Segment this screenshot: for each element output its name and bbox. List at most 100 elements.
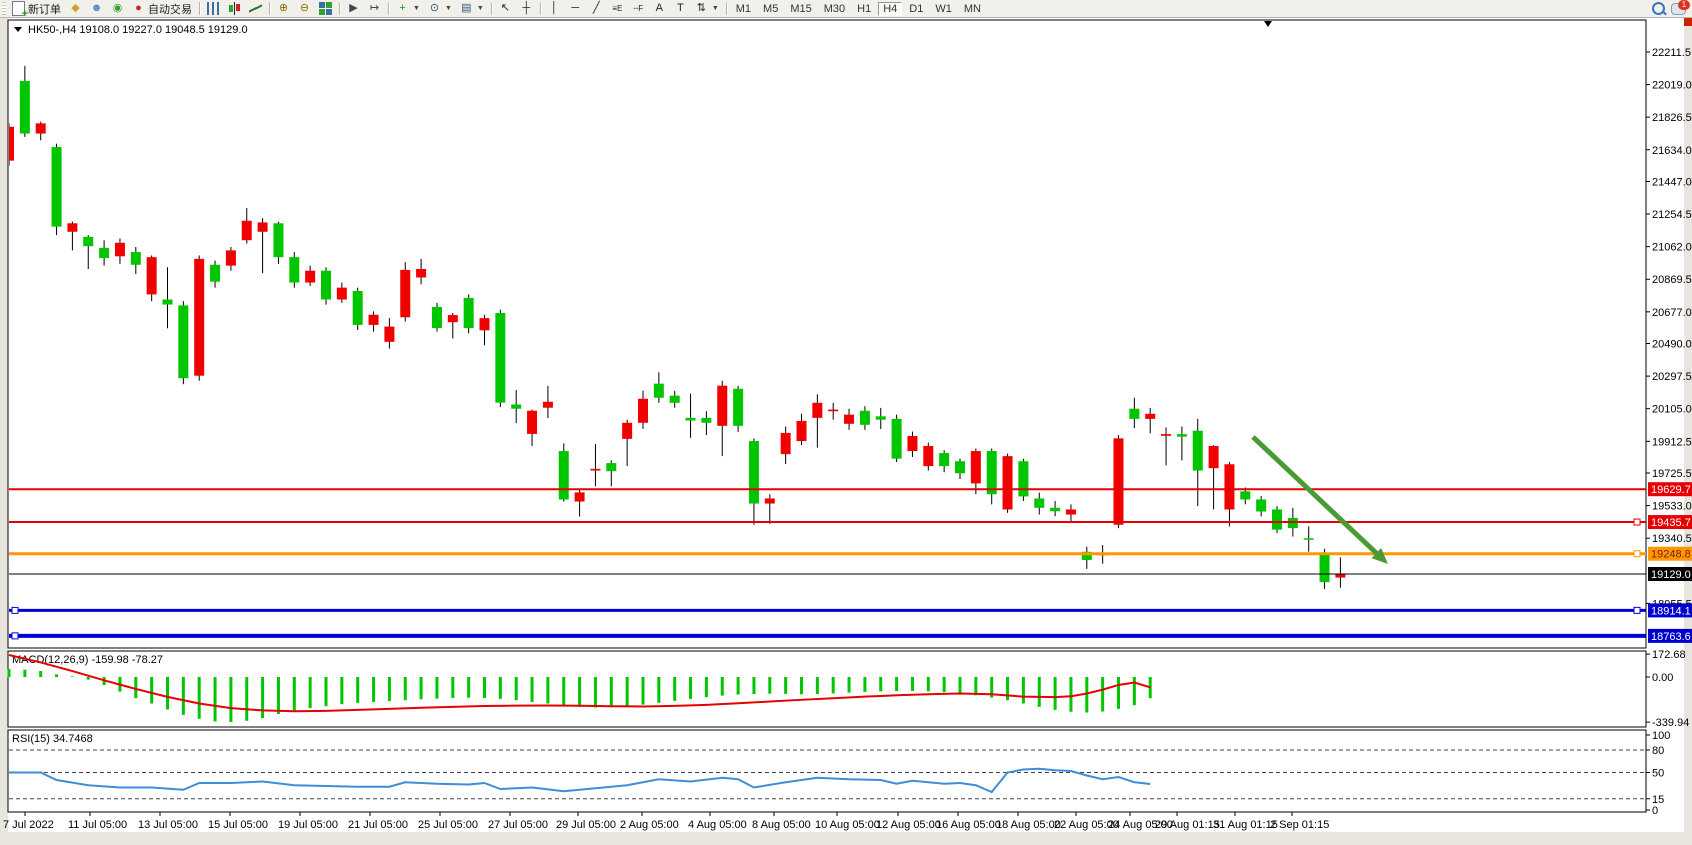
vline-icon: │ bbox=[550, 2, 558, 14]
macd-label: MACD(12,26,9) -159.98 -78.27 bbox=[12, 654, 163, 666]
candle bbox=[289, 257, 300, 283]
line-handle[interactable] bbox=[1633, 518, 1641, 526]
candle bbox=[939, 453, 950, 467]
trend-arrow-head[interactable] bbox=[1371, 547, 1388, 564]
price-tag[interactable] bbox=[1648, 603, 1692, 618]
timeframe-h4[interactable]: H4 bbox=[878, 1, 903, 16]
price-tag[interactable] bbox=[1648, 567, 1692, 581]
periods-button[interactable]: ⊙ ▼ bbox=[424, 1, 456, 16]
toolbar-separator bbox=[269, 2, 270, 15]
candle bbox=[828, 409, 839, 412]
price-axis-label: 19533.0 bbox=[1652, 501, 1692, 513]
price-tag[interactable] bbox=[1648, 628, 1692, 643]
tile-windows-icon bbox=[319, 2, 332, 15]
templates-icon: ▤ bbox=[461, 2, 472, 14]
publisher-button[interactable]: ☻ bbox=[86, 1, 107, 16]
new-order-button[interactable]: 新订单 bbox=[8, 1, 65, 20]
bars-chart-button[interactable] bbox=[203, 1, 224, 16]
zoom-in-button[interactable]: ⊕ bbox=[273, 1, 294, 16]
alert-marker[interactable] bbox=[1684, 18, 1692, 26]
candle bbox=[653, 383, 664, 398]
chat-icon[interactable]: 1 bbox=[1671, 0, 1690, 15]
line-handle[interactable] bbox=[11, 606, 19, 614]
line-handle[interactable] bbox=[1633, 606, 1641, 614]
chart-shift-marker[interactable] bbox=[1264, 21, 1272, 27]
auto-trading-icon: ● bbox=[135, 2, 142, 14]
tile-windows-button[interactable] bbox=[315, 1, 336, 16]
line-handle[interactable] bbox=[11, 632, 19, 640]
line-chart-button[interactable] bbox=[245, 1, 266, 16]
crosshair-icon: ┼ bbox=[522, 2, 531, 14]
arrows-button[interactable]: ⇅ ▼ bbox=[691, 1, 723, 16]
one-click-trading-toggle[interactable] bbox=[14, 27, 22, 32]
text-button[interactable]: A bbox=[649, 1, 670, 16]
crosshair-button[interactable]: ┼ bbox=[516, 1, 537, 16]
candles-chart-icon bbox=[228, 2, 241, 15]
time-axis-label: 16 Aug 05:00 bbox=[936, 819, 1001, 831]
macd-pane bbox=[7, 650, 1647, 728]
timeframe-m5[interactable]: M5 bbox=[763, 2, 779, 15]
timeframe-h1[interactable]: H1 bbox=[857, 2, 872, 15]
chart-title: HK50-,H4 19108.0 19227.0 19048.5 19129.0 bbox=[28, 24, 248, 36]
time-axis-label: 11 Jul 05:00 bbox=[68, 819, 127, 831]
timeframe-m1[interactable]: M1 bbox=[735, 2, 752, 15]
text-label-icon: T bbox=[676, 2, 684, 14]
timeframe-m30[interactable]: M30 bbox=[823, 2, 846, 15]
signals-button[interactable]: ◉ bbox=[107, 1, 128, 16]
candle bbox=[1240, 491, 1251, 500]
toolbar-separator bbox=[539, 2, 541, 15]
vertical-scrollbar[interactable] bbox=[1684, 17, 1692, 845]
candle bbox=[606, 463, 617, 472]
candle bbox=[875, 416, 886, 420]
vline-button[interactable]: │ bbox=[544, 1, 565, 16]
fibonacci-button[interactable]: ┄F bbox=[628, 1, 649, 16]
timeframe-m15[interactable]: M15 bbox=[790, 2, 812, 15]
trendline-button[interactable]: ╱ bbox=[586, 1, 607, 16]
indicators-button[interactable]: + ▼ bbox=[392, 1, 424, 16]
candle bbox=[368, 314, 379, 325]
text-label-button[interactable]: T bbox=[670, 1, 691, 16]
price-tag[interactable] bbox=[1648, 515, 1692, 530]
candle bbox=[114, 242, 125, 257]
candle bbox=[1224, 464, 1235, 510]
new-order-button-label: 新订单 bbox=[28, 3, 61, 16]
auto-scroll-button[interactable]: ▶ bbox=[343, 1, 364, 16]
search-icon[interactable] bbox=[1652, 2, 1665, 15]
hline-button[interactable]: ─ bbox=[565, 1, 586, 16]
candle bbox=[35, 123, 46, 134]
rsi-pane bbox=[7, 729, 1647, 813]
candle bbox=[305, 270, 316, 283]
price-tag[interactable] bbox=[1648, 546, 1692, 561]
time-axis-label: 29 Jul 05:00 bbox=[556, 819, 616, 831]
trend-arrow[interactable] bbox=[1251, 435, 1383, 559]
timeframe-d1[interactable]: D1 bbox=[909, 2, 924, 15]
toolbar-separator bbox=[725, 2, 727, 15]
line-handle[interactable] bbox=[1633, 550, 1641, 558]
time-axis-label: 13 Jul 05:00 bbox=[138, 819, 198, 831]
candle bbox=[796, 420, 807, 442]
candle bbox=[685, 417, 696, 421]
equidistant-channel-button[interactable]: ≡E bbox=[607, 1, 628, 16]
hline-icon: ─ bbox=[571, 2, 580, 14]
candle bbox=[146, 257, 157, 295]
candles-chart-button[interactable] bbox=[224, 1, 245, 16]
timeframe-w1[interactable]: W1 bbox=[935, 2, 952, 15]
auto-trading-button[interactable]: ● 自动交易 bbox=[128, 1, 196, 16]
price-tag[interactable] bbox=[1648, 482, 1692, 497]
candle bbox=[701, 417, 712, 423]
candle bbox=[416, 269, 427, 278]
timeframe-mn[interactable]: MN bbox=[963, 2, 981, 15]
candle bbox=[241, 220, 252, 241]
chart-shift-button[interactable]: ↦ bbox=[364, 1, 385, 16]
time-axis-label: 18 Aug 05:00 bbox=[996, 819, 1061, 831]
zoom-out-button[interactable]: ⊖ bbox=[294, 1, 315, 16]
candle bbox=[574, 492, 585, 502]
candle bbox=[1050, 507, 1061, 512]
cursor-button[interactable]: ↖ bbox=[495, 1, 516, 16]
styles-button[interactable]: ◆ bbox=[65, 1, 86, 16]
toolbar-separator bbox=[388, 2, 389, 15]
rsi-line bbox=[9, 767, 1151, 794]
templates-button[interactable]: ▤ ▼ bbox=[456, 1, 488, 16]
toolbar-grip[interactable] bbox=[2, 2, 6, 15]
